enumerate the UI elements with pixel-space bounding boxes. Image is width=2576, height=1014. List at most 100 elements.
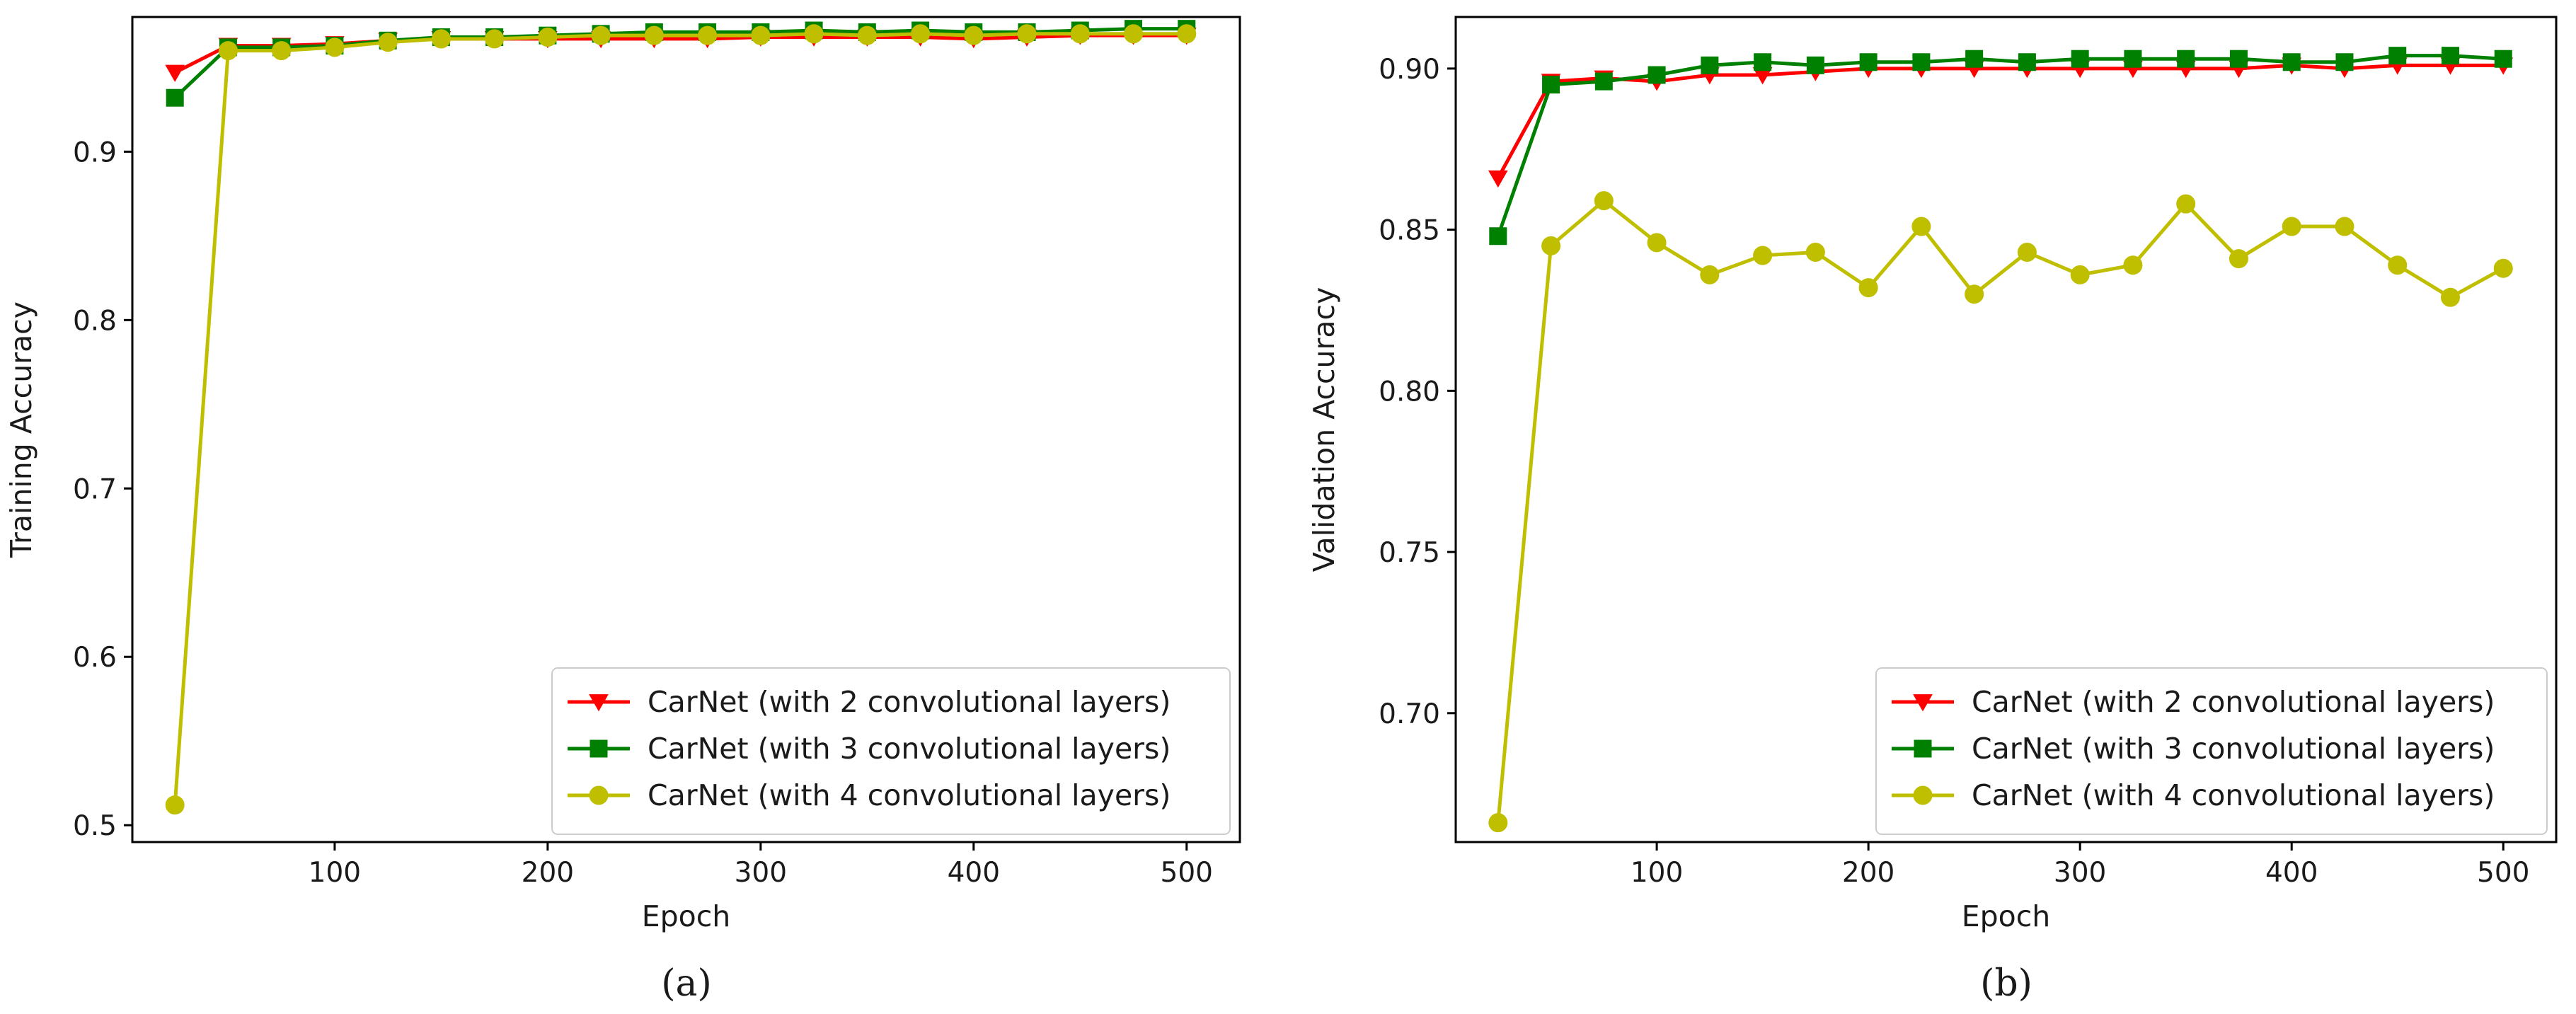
panel-a: 100 200 300 400 500 0.5 0.6 0.7 0.8 0.9 Epoch Train… <box>4 16 1241 1005</box>
data-point <box>2335 217 2354 236</box>
x-axis-title: Epoch <box>1962 899 2051 933</box>
y-tick-label: 0.70 <box>1379 698 1440 730</box>
plot-frame <box>1454 16 2558 843</box>
x-tick-label: 500 <box>1161 857 1213 889</box>
legend-entry-label: CarNet (with 3 convolutional layers) <box>648 732 1171 766</box>
data-point <box>1488 813 1508 833</box>
y-axis-title: Training Accuracy <box>4 301 38 558</box>
y-tick-label: 0.6 <box>73 642 117 674</box>
data-point <box>1542 76 1560 94</box>
data-point <box>2335 53 2354 71</box>
x-tick-label: 200 <box>522 857 574 889</box>
data-point <box>2018 53 2036 71</box>
x-tick-label: 200 <box>1842 857 1894 889</box>
data-point <box>1489 227 1507 246</box>
data-point <box>1070 24 1090 44</box>
data-point <box>1647 233 1667 253</box>
data-point <box>2124 50 2142 68</box>
y-tick-label: 0.75 <box>1379 537 1440 569</box>
data-point <box>2123 255 2143 275</box>
series-4-layers <box>1488 191 2513 833</box>
data-point <box>2177 50 2195 68</box>
legend-swatch-marker <box>1914 739 1932 758</box>
legend-entry-label: CarNet (with 4 convolutional layers) <box>648 778 1171 812</box>
data-point <box>1858 278 1878 298</box>
data-point <box>2388 255 2408 275</box>
x-tick-label: 300 <box>2054 857 2106 889</box>
data-point <box>2229 249 2248 269</box>
data-point <box>964 25 984 45</box>
data-point <box>1594 191 1614 211</box>
data-point <box>911 24 931 44</box>
x-tick-label: 100 <box>309 857 361 889</box>
data-point <box>1541 236 1561 255</box>
data-point <box>1017 24 1037 44</box>
y-tick-label: 0.85 <box>1379 215 1440 247</box>
data-point <box>1965 50 1984 68</box>
x-tick-label: 400 <box>948 857 1000 889</box>
x-tick-label: 400 <box>2265 857 2318 889</box>
series-3-layers <box>1489 47 2512 246</box>
legend-entry-label: CarNet (with 4 convolutional layers) <box>1972 778 2495 812</box>
y-tick-label: 0.8 <box>73 305 117 337</box>
data-point <box>2282 217 2301 236</box>
data-point <box>1648 66 1666 84</box>
legend-entry-label: CarNet (with 2 convolutional layers) <box>648 685 1171 719</box>
x-tick-label: 100 <box>1631 857 1683 889</box>
data-point <box>218 41 238 61</box>
data-point <box>2176 194 2196 214</box>
data-point <box>2493 258 2513 278</box>
y-axis-title: Validation Accuracy <box>1307 287 1341 572</box>
data-point <box>591 25 611 45</box>
data-point <box>325 38 345 57</box>
data-point <box>1594 72 1613 91</box>
panel-caption: (b) <box>1980 962 2032 1005</box>
data-point <box>857 25 877 45</box>
data-point <box>698 25 718 45</box>
legend: CarNet (with 2 convolutional layers) CarN… <box>1875 667 2548 835</box>
data-point <box>485 29 505 49</box>
data-point <box>1965 284 1984 304</box>
x-tick-label: 300 <box>735 857 787 889</box>
legend-swatch-marker <box>1913 785 1933 805</box>
legend-swatch-marker <box>590 739 608 758</box>
data-point <box>2070 265 2090 284</box>
legend-swatch-marker <box>589 785 609 805</box>
data-point <box>431 29 451 49</box>
y-tick-label: 0.90 <box>1379 54 1440 86</box>
data-point <box>1488 170 1508 188</box>
data-point <box>1177 24 1197 44</box>
data-point <box>2494 50 2512 68</box>
data-point <box>644 25 664 45</box>
series-4-layers <box>165 24 1197 815</box>
data-point <box>2388 47 2407 65</box>
data-point <box>2441 47 2459 65</box>
data-point <box>166 88 184 107</box>
x-axis-title: Epoch <box>642 899 731 933</box>
y-tick-label: 0.5 <box>73 810 117 842</box>
data-point <box>804 24 824 44</box>
y-tick-label: 0.80 <box>1379 376 1440 408</box>
data-point <box>1754 53 1772 71</box>
plot-frame <box>131 16 1241 843</box>
data-point <box>165 64 185 82</box>
panel-b: 100 200 300 400 500 0.70 0.75 0.80 0.85 0.90 Epoch… <box>1307 16 2558 1005</box>
legend-box <box>1875 667 2548 835</box>
data-point <box>1805 242 1825 262</box>
data-point <box>1859 53 1878 71</box>
legend-entry-label: CarNet (with 2 convolutional layers) <box>1972 685 2495 719</box>
data-point <box>538 28 558 47</box>
data-point <box>1806 56 1824 74</box>
legend-swatch-marker <box>1913 694 1933 712</box>
data-point <box>378 33 398 52</box>
data-point <box>2071 50 2089 68</box>
data-point <box>2229 50 2248 68</box>
data-point <box>1912 53 1931 71</box>
data-point <box>1124 24 1144 44</box>
data-point <box>1700 265 1720 284</box>
data-point <box>272 41 292 61</box>
legend: CarNet (with 2 convolutional layers) CarN… <box>551 667 1231 835</box>
data-point <box>1911 217 1931 236</box>
